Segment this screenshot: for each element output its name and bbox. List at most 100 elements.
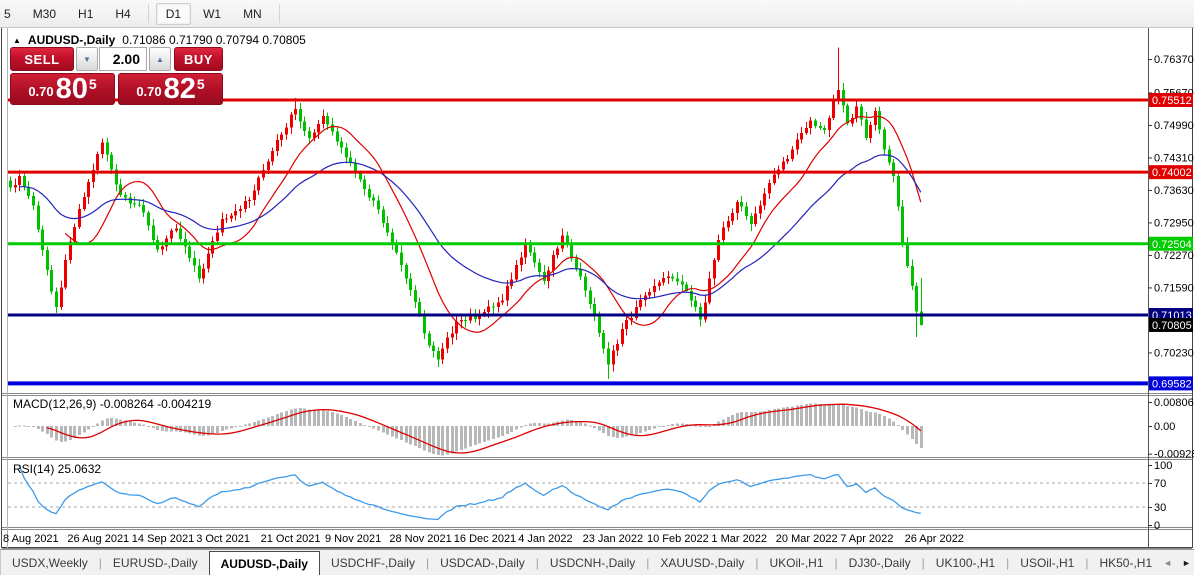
chart-tab-hk50-h1[interactable]: HK50-,H1 — [1099, 555, 1153, 570]
svg-text:21 Oct 2021: 21 Oct 2021 — [261, 533, 321, 545]
tab-separator: | — [98, 555, 102, 570]
svg-text:4 Jan 2022: 4 Jan 2022 — [518, 533, 572, 545]
one-click-trade-widget: SELL ▼ 2.00 ▲ BUY 0.70 80 5 0.70 82 5 — [10, 47, 223, 105]
buy-button[interactable]: BUY — [174, 47, 223, 71]
buy-price-display[interactable]: 0.70 82 5 — [118, 73, 223, 105]
svg-text:20 Mar 2022: 20 Mar 2022 — [776, 533, 838, 545]
chart-tab-xauusd-daily[interactable]: XAUUSD-,Daily — [660, 555, 745, 570]
chart-title: ▲ AUDUSD-,Daily 0.71086 0.71790 0.70794 … — [13, 33, 306, 47]
macd-axis: 0.008061 0.00 -0.009286 — [1148, 397, 1194, 461]
svg-text:0.008061: 0.008061 — [1154, 397, 1194, 409]
svg-text:0.70805: 0.70805 — [1152, 320, 1192, 332]
price-badge: 0.69582 — [1149, 376, 1193, 391]
tab-scroll-right-icon[interactable]: ► — [1182, 557, 1191, 568]
toolbar-separator — [147, 4, 149, 23]
price-badge: 0.74002 — [1149, 165, 1193, 180]
svg-text:23 Jan 2022: 23 Jan 2022 — [583, 533, 644, 545]
svg-text:0.72270: 0.72270 — [1154, 250, 1194, 262]
svg-text:70: 70 — [1154, 478, 1166, 490]
spin-up-icon: ▲ — [156, 54, 164, 64]
timeframe-button-w1[interactable]: W1 — [203, 6, 222, 21]
buy-price-big: 82 — [163, 72, 196, 105]
chart-tab-audusd-daily[interactable]: AUDUSD-,Daily — [208, 551, 320, 575]
svg-text:0.71590: 0.71590 — [1154, 282, 1194, 294]
tab-scroll-left-icon[interactable]: ◄ — [1163, 557, 1173, 568]
svg-text:0.74990: 0.74990 — [1154, 120, 1194, 132]
collapse-icon[interactable]: ▲ — [13, 35, 21, 45]
rsi-levels — [8, 482, 1148, 508]
sell-price-sup: 5 — [88, 76, 97, 92]
spin-down-icon: ▼ — [83, 54, 91, 64]
volume-input[interactable]: 2.00 — [99, 47, 147, 71]
svg-text:9 Nov 2021: 9 Nov 2021 — [325, 533, 381, 545]
tab-separator: | — [834, 555, 838, 570]
chart-symbol-label: AUDUSD-,Daily — [27, 33, 116, 47]
chart-tab-usdx-weekly[interactable]: USDX,Weekly — [12, 555, 88, 570]
macd-indicator-label: MACD(12,26,9) -0.008264 -0.004219 — [13, 397, 212, 411]
svg-text:3 Oct 2021: 3 Oct 2021 — [196, 533, 250, 545]
chart-ohlc-values: 0.71086 0.71790 0.70794 0.70805 — [122, 33, 306, 47]
macd-signal-layer — [46, 403, 922, 454]
tab-separator: | — [921, 555, 925, 570]
sell-button[interactable]: SELL — [10, 47, 74, 71]
buy-price-small: 0.70 — [136, 84, 162, 99]
svg-text:-0.009286: -0.009286 — [1154, 449, 1194, 461]
rsi-axis: 100 70 30 0 — [1148, 460, 1172, 532]
svg-text:1 Mar 2022: 1 Mar 2022 — [711, 533, 767, 545]
svg-text:26 Apr 2022: 26 Apr 2022 — [905, 533, 964, 545]
price-badge: 0.70805 — [1149, 317, 1193, 332]
volume-decrease-button[interactable]: ▼ — [76, 47, 98, 71]
svg-text:0.74002: 0.74002 — [1152, 167, 1192, 179]
date-axis: 8 Aug 2021 26 Aug 2021 14 Sep 2021 3 Oct 20… — [3, 533, 964, 545]
rsi-indicator-label: RSI(14) 25.0632 — [13, 462, 102, 476]
svg-text:0.72504: 0.72504 — [1152, 239, 1192, 251]
tab-separator: | — [646, 555, 650, 570]
chart-tab-usdchf-daily[interactable]: USDCHF-,Daily — [330, 555, 415, 570]
svg-text:7 Apr 2022: 7 Apr 2022 — [840, 533, 893, 545]
chart-tab-dj30-daily[interactable]: DJ30-,Daily — [848, 555, 911, 570]
timeframe-button-d1[interactable]: D1 — [155, 2, 192, 25]
tab-separator: | — [425, 555, 430, 570]
svg-text:0: 0 — [1154, 520, 1160, 532]
tabbar-edge — [0, 550, 1, 575]
chart-tab-usdcnh-daily[interactable]: USDCNH-,Daily — [549, 555, 636, 570]
chart-tab-uk100-h1[interactable]: UK100-,H1 — [935, 555, 996, 570]
chart-tab-eurusd-daily[interactable]: EURUSD-,Daily — [112, 555, 198, 570]
svg-text:0.75512: 0.75512 — [1152, 95, 1192, 107]
svg-text:16 Dec 2021: 16 Dec 2021 — [454, 533, 516, 545]
moving-averages-layer — [19, 115, 922, 333]
volume-increase-button[interactable]: ▲ — [149, 47, 171, 71]
chart-tab-usdcad-daily[interactable]: USDCAD-,Daily — [440, 555, 525, 570]
timeframe-button-h1[interactable]: H1 — [78, 6, 94, 21]
tab-scroll-arrows: ◄ ► — [1163, 550, 1194, 575]
svg-text:0.72950: 0.72950 — [1154, 217, 1194, 229]
svg-text:26 Aug 2021: 26 Aug 2021 — [67, 533, 129, 545]
svg-text:10 Feb 2022: 10 Feb 2022 — [647, 533, 709, 545]
chart-tab-ukoil-h1[interactable]: UKOil-,H1 — [769, 555, 824, 570]
svg-text:14 Sep 2021: 14 Sep 2021 — [132, 533, 194, 545]
rsi-layer — [18, 464, 921, 521]
timeframe-button-5[interactable]: 5 — [4, 6, 11, 21]
tab-separator: | — [1006, 555, 1010, 570]
timeframe-button-mn[interactable]: MN — [243, 6, 262, 21]
tab-separator: | — [755, 555, 759, 570]
svg-text:100: 100 — [1154, 460, 1172, 472]
svg-text:0.73630: 0.73630 — [1154, 185, 1194, 197]
symbol-tabbar: USDX,Weekly | EURUSD-,Daily AUDUSD-,Daily US… — [0, 549, 1194, 575]
svg-text:0.70230: 0.70230 — [1154, 347, 1194, 359]
toolbar-separator — [278, 4, 280, 23]
macd-layer — [14, 403, 923, 456]
sell-price-small: 0.70 — [28, 84, 54, 99]
timeframe-button-m30[interactable]: M30 — [32, 6, 57, 21]
svg-text:0.74310: 0.74310 — [1154, 152, 1194, 164]
timeframe-button-h4[interactable]: H4 — [115, 6, 131, 21]
chart-tab-usoil-h1[interactable]: USOil-,H1 — [1020, 555, 1075, 570]
svg-text:0.69582: 0.69582 — [1152, 378, 1192, 390]
price-badge: 0.72504 — [1149, 236, 1193, 251]
sell-price-display[interactable]: 0.70 80 5 — [10, 73, 115, 105]
svg-text:28 Nov 2021: 28 Nov 2021 — [389, 533, 451, 545]
svg-text:0.00: 0.00 — [1154, 421, 1175, 433]
price-axis: 0.763700.756700.749900.743100.736300.729… — [1148, 54, 1194, 359]
svg-text:8 Aug 2021: 8 Aug 2021 — [3, 533, 59, 545]
